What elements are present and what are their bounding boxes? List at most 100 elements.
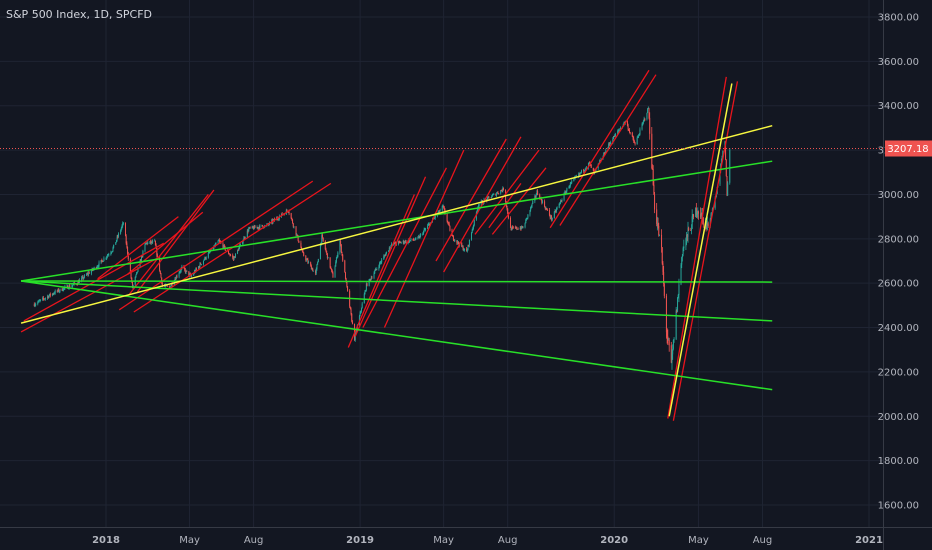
candle-body (58, 290, 60, 292)
candle-body (651, 133, 653, 168)
candle-body (686, 234, 688, 239)
x-tick-label: 2018 (92, 535, 120, 546)
candle-body (306, 259, 308, 261)
candle-body (322, 234, 324, 238)
candle-body (429, 223, 431, 226)
candle-body (217, 241, 219, 243)
candle-body (700, 212, 702, 218)
candle-body (199, 263, 201, 267)
candle-body (393, 242, 395, 244)
candle-body (633, 138, 635, 142)
candle-body (243, 237, 245, 241)
candle-body (623, 122, 625, 125)
candle-body (229, 254, 231, 256)
candle-body (340, 240, 342, 245)
candle-body (232, 257, 234, 259)
candle-body (212, 248, 214, 250)
candle-body (545, 208, 547, 210)
candle-body (466, 249, 468, 252)
candle-body (485, 199, 487, 200)
candle-body (332, 272, 334, 278)
candle-body (52, 293, 54, 295)
candle-body (697, 211, 699, 214)
candle-body (364, 290, 366, 295)
candle-body (399, 241, 401, 243)
candle-body (127, 246, 129, 254)
candle-body (98, 262, 100, 267)
candle-body (681, 257, 683, 265)
last-price-tag: 3207.18 (885, 140, 932, 157)
candle-body (145, 242, 147, 244)
candle-body (468, 239, 470, 246)
candle-body (175, 279, 177, 280)
candle-body (278, 218, 280, 220)
candle-body (161, 277, 163, 284)
candle-body (110, 252, 112, 255)
candle-body (329, 257, 331, 268)
candle-body (472, 227, 474, 231)
candle-body (706, 225, 708, 227)
candle-body (118, 233, 120, 237)
candle-body (496, 192, 498, 194)
candle-body (44, 298, 46, 299)
candle-body (131, 277, 133, 282)
candle-body (248, 228, 250, 232)
candle-body (186, 270, 188, 272)
candle-body (297, 235, 299, 241)
candle-body (106, 255, 108, 257)
candle-body (310, 262, 312, 266)
candle-body (390, 244, 392, 248)
candle-body (394, 242, 396, 244)
chart-title: S&P 500 Index, 1D, SPCFD (6, 8, 153, 21)
candle-body (205, 257, 207, 259)
x-tick-label: 2020 (600, 535, 628, 546)
time-axis[interactable]: 2018 May Aug 2019 May Aug 2020 May Aug 2021 (92, 535, 883, 546)
candle-body (442, 205, 444, 207)
candle-body (571, 181, 573, 183)
candle-body (399, 242, 401, 244)
candle-body (141, 256, 143, 261)
candle-body (296, 234, 298, 236)
candle-body (535, 194, 537, 197)
candle-body (34, 304, 36, 307)
candle-body (449, 225, 451, 231)
candle-body (413, 239, 415, 241)
candle-body (519, 228, 521, 230)
candle-body (651, 167, 653, 169)
candle-body (725, 141, 727, 160)
candle-body (667, 336, 669, 340)
candle-body (419, 235, 421, 238)
candle-body (317, 262, 319, 265)
candle-body (514, 227, 516, 229)
red-trend-line (549, 69, 650, 229)
candle-body (147, 242, 149, 244)
red-trend-line (383, 149, 465, 328)
candle-body (569, 185, 571, 187)
candle-body (273, 219, 275, 221)
x-tick-label: Aug (753, 535, 773, 546)
candle-body (668, 339, 670, 346)
candle-body (184, 269, 186, 273)
candle-body (38, 300, 40, 302)
candle-body (237, 250, 239, 251)
candle-body (727, 182, 729, 196)
candle-body (541, 201, 543, 203)
candle-body (603, 152, 605, 155)
candle-body (360, 310, 362, 313)
candle-body (230, 255, 232, 256)
candle-body (662, 263, 664, 272)
x-tick-label: May (179, 535, 200, 546)
red-trend-line (488, 182, 522, 229)
red-trend-line (559, 74, 657, 226)
candle-body (550, 216, 552, 218)
candle-body (154, 240, 156, 246)
red-trend-line (435, 138, 507, 262)
candle-body (72, 284, 74, 285)
y-tick-label: 3000.00 (878, 190, 919, 201)
candle-body (223, 245, 225, 247)
candle-body (524, 223, 526, 228)
candle-body (219, 241, 221, 243)
candle-body (116, 236, 118, 241)
candle-body (327, 257, 329, 259)
candle-body (67, 288, 69, 290)
